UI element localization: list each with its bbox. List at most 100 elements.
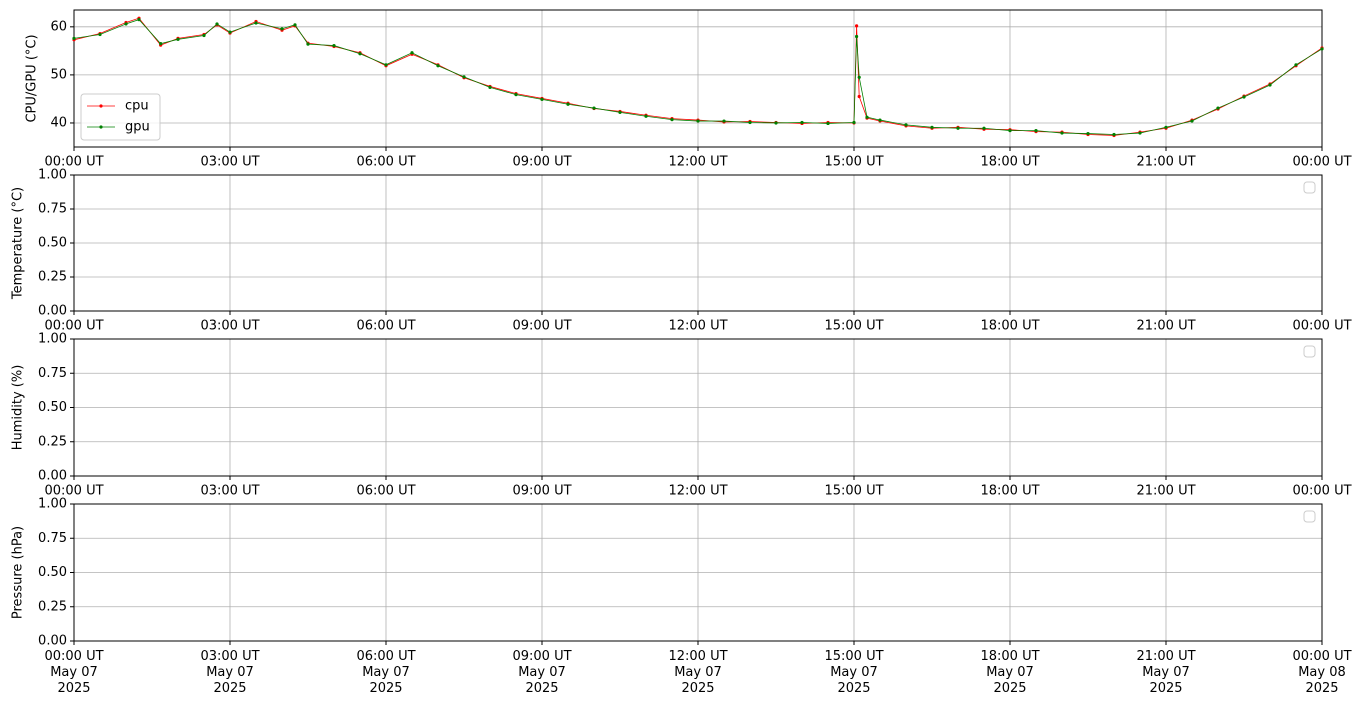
y-tick-label: 0.50 [38,236,67,251]
point [1112,132,1116,137]
x-tick-label: 21:00 UT May 07 2025 [1136,649,1195,696]
point [514,93,518,97]
point [280,27,284,31]
y-tick-label: 0.25 [38,599,67,614]
x-tick-label: 09:00 UT [512,484,571,499]
x-tick-label: 00:00 UT [1292,484,1351,499]
point [696,119,700,123]
x-tick-label: 03:00 UT [200,319,259,334]
point [228,30,232,34]
point [410,51,414,55]
point [436,64,440,68]
point [1138,131,1142,135]
x-tick-label: 06:00 UT [356,484,415,499]
point [855,24,859,28]
x-tick-label: 03:00 UT [200,155,259,170]
legend-label: gpu [125,120,150,135]
point [800,120,804,125]
point [930,125,934,129]
legend-marker [99,125,103,129]
x-tick-label: 12:00 UT May 07 2025 [668,649,727,696]
y-tick-label: 0.75 [38,531,67,546]
x-tick-label: 00:00 UT [44,155,103,170]
x-tick-label: 15:00 UT [824,319,883,334]
point [855,34,859,39]
point [1268,83,1272,87]
point [566,102,570,106]
point [215,22,219,26]
point [722,119,726,123]
y-tick-label: 1.00 [38,332,67,347]
y-tick-label: 1.00 [38,497,67,512]
point [878,118,882,122]
plot-frame [73,503,1323,642]
plot-frame [73,338,1323,477]
legend-marker [99,104,103,108]
y-tick-label: 0.50 [38,400,67,415]
point [857,75,861,79]
x-tick-label: 12:00 UT [668,319,727,334]
x-tick-label: 03:00 UT [200,484,259,499]
point [254,21,258,25]
point [592,106,596,110]
point [124,22,128,26]
x-tick-label: 21:00 UT [1136,484,1195,499]
x-tick-label: 00:00 UT [44,319,103,334]
x-tick-label: 06:00 UT [356,319,415,334]
legend-box [1303,345,1316,358]
y-tick-label: 50 [50,67,67,82]
x-tick-label: 18:00 UT [980,155,1039,170]
point [1294,63,1298,67]
x-tick-label: 21:00 UT [1136,155,1195,170]
point [670,118,674,122]
point [1060,131,1064,135]
x-tick-label: 15:00 UT [824,155,883,170]
x-tick-label: 00:00 UT [1292,155,1351,170]
y-tick-label: 0.50 [38,565,67,580]
x-tick-label: 00:00 UT [44,484,103,499]
y-axis-label: Temperature (°C) [11,187,26,300]
y-tick-label: 60 [50,19,67,34]
y-tick-label: 0.00 [38,469,67,484]
x-tick-label: 00:00 UT May 08 2025 [1292,649,1351,696]
x-tick-label: 15:00 UT May 07 2025 [824,649,883,696]
plot-frame [73,9,1323,148]
point [98,32,102,37]
point [748,120,752,125]
x-tick-label: 18:00 UT [980,484,1039,499]
point [1190,119,1194,123]
point [774,121,778,125]
x-tick-label: 18:00 UT May 07 2025 [980,649,1039,696]
point [618,110,622,114]
legend-box [1303,510,1316,523]
point [1164,125,1168,129]
point [1008,129,1012,133]
point [332,43,336,48]
x-tick-label: 06:00 UT May 07 2025 [356,649,415,696]
point [358,52,362,56]
point [384,63,388,67]
x-tick-label: 12:00 UT [668,155,727,170]
point [644,114,648,118]
y-tick-label: 0.75 [38,202,67,217]
y-tick-label: 1.00 [38,168,67,183]
x-tick-label: 09:00 UT [512,319,571,334]
x-tick-label: 09:00 UT [512,155,571,170]
point [865,115,869,119]
x-tick-label: 21:00 UT [1136,319,1195,334]
point [956,126,960,130]
y-tick-label: 40 [50,115,67,130]
y-tick-label: 0.00 [38,634,67,649]
point [540,97,544,102]
x-tick-label: 00:00 UT May 07 2025 [44,649,103,696]
point [306,42,310,46]
point [176,37,180,41]
point [1242,95,1246,99]
x-tick-label: 03:00 UT May 07 2025 [200,649,259,696]
y-tick-label: 0.25 [38,270,67,285]
point [857,94,861,99]
x-tick-label: 06:00 UT [356,155,415,170]
point [904,123,908,127]
point [137,18,141,22]
